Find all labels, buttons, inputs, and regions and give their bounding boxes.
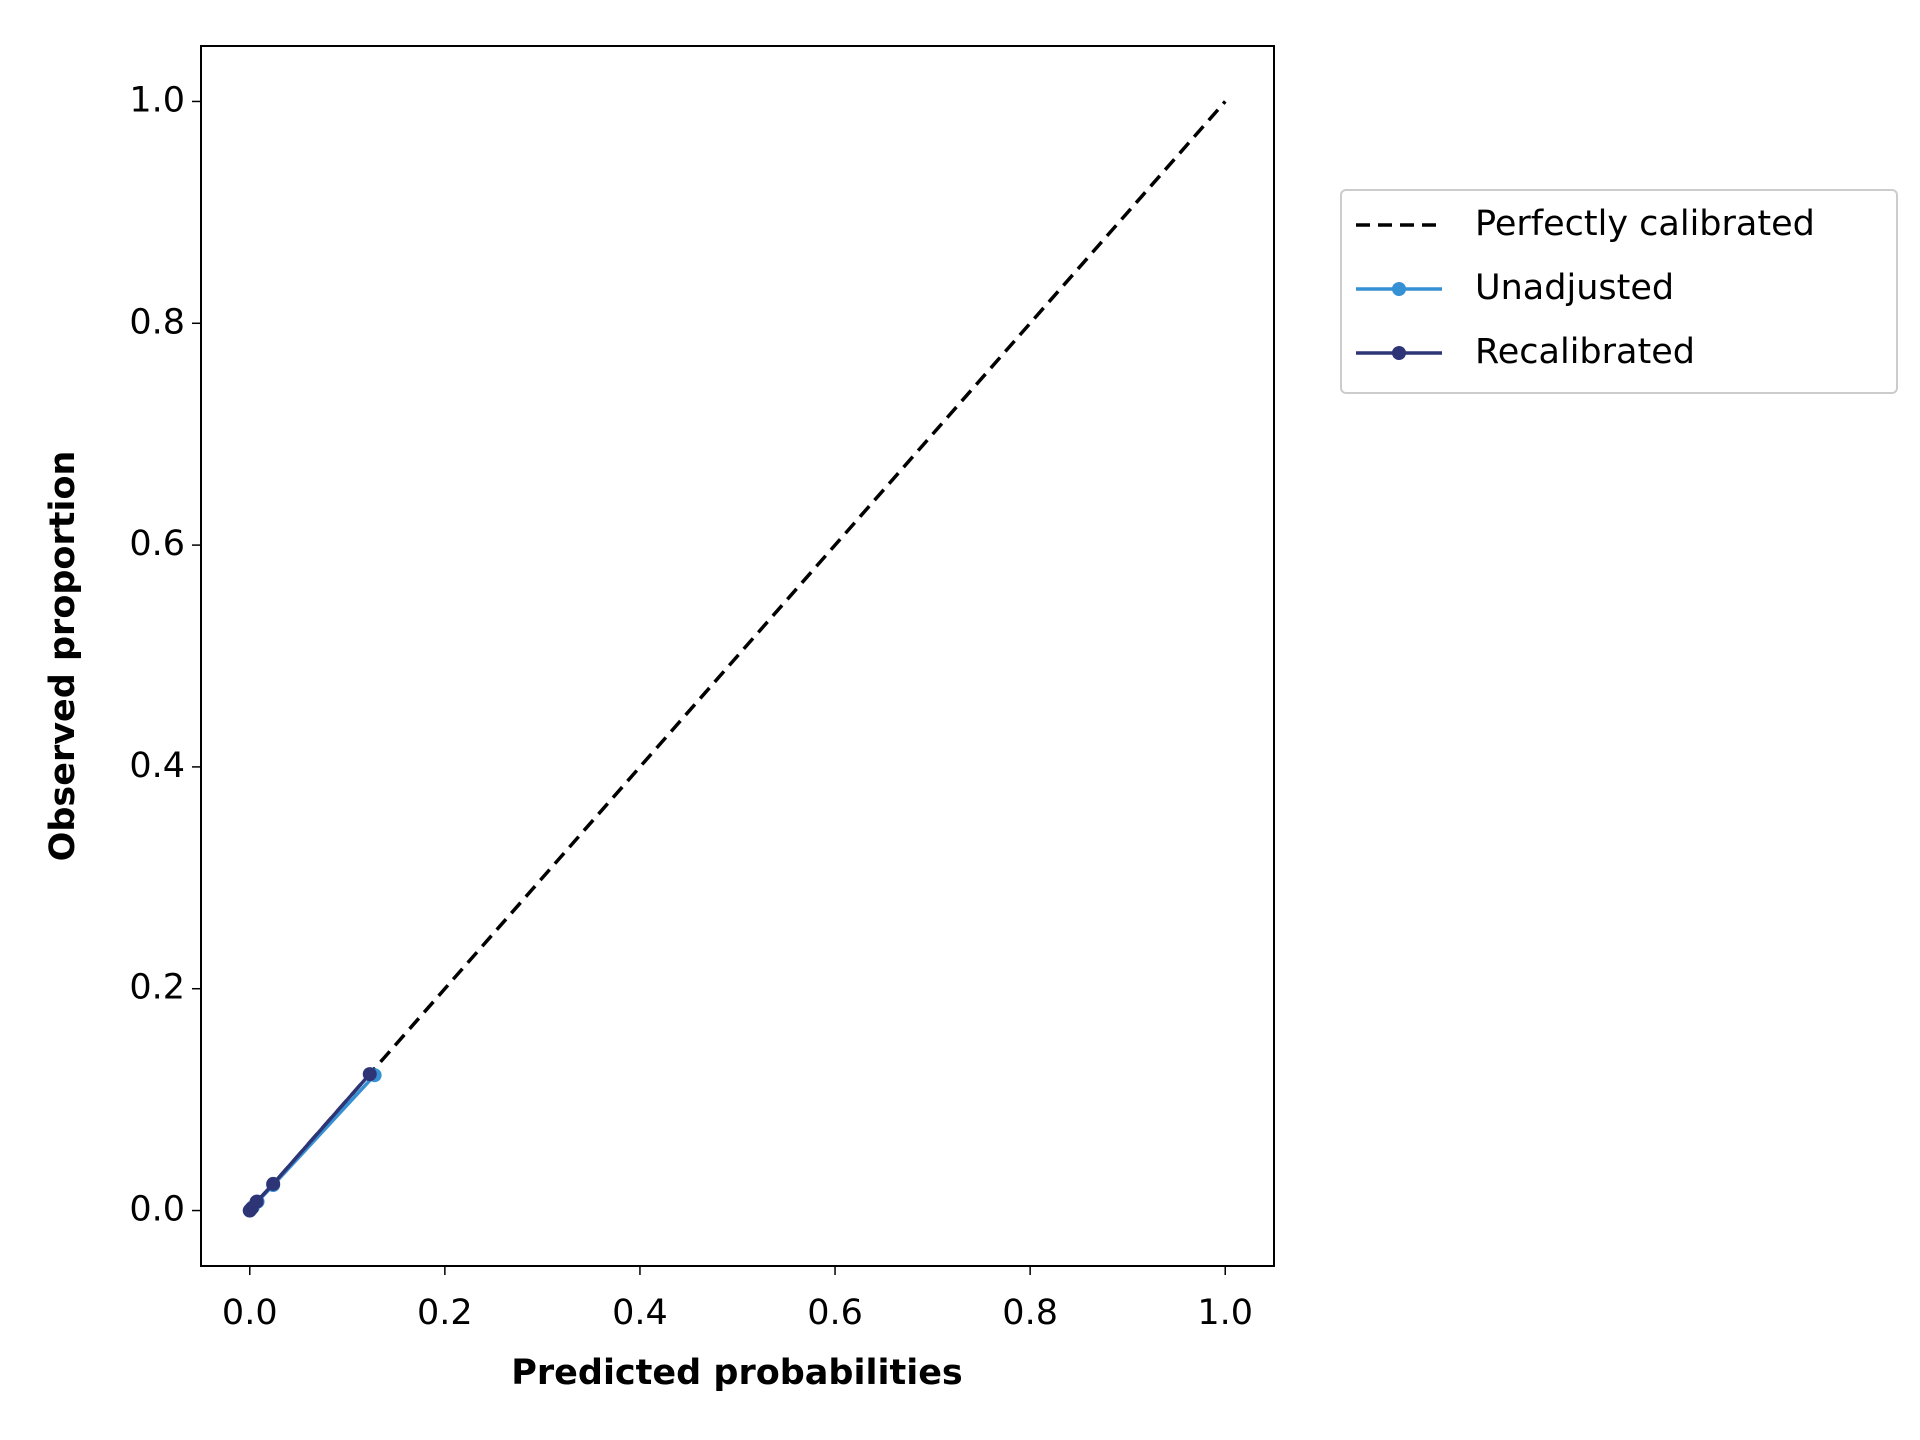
point (266, 1176, 281, 1191)
x-tick-label: 0.4 (612, 1293, 668, 1333)
y-tick-label: 0.4 (129, 746, 185, 786)
y-tick-label: 0.0 (129, 1190, 185, 1230)
plot-frame (200, 45, 1275, 1267)
y-tick-label: 1.0 (129, 80, 185, 120)
x-tick-label: 1.0 (1197, 1293, 1253, 1333)
x-tick-label: 0.0 (222, 1293, 278, 1333)
x-tick-label: 0.6 (807, 1293, 863, 1333)
legend-box (1340, 189, 1898, 394)
legend-marker (1392, 282, 1406, 296)
y-axis-label: Observed proportion (43, 451, 83, 862)
y-tick-label: 0.6 (129, 524, 185, 564)
point (362, 1067, 377, 1082)
series-line (248, 100, 1227, 1212)
y-tick-label: 0.2 (129, 968, 185, 1008)
point (249, 1194, 264, 1209)
y-tick-label: 0.8 (129, 302, 185, 342)
legend-label: Perfectly calibrated (1475, 204, 1815, 244)
x-tick-label: 0.8 (1002, 1293, 1058, 1333)
legend-label: Recalibrated (1475, 332, 1695, 372)
x-tick-label: 0.2 (417, 1293, 473, 1333)
legend-marker (1392, 346, 1406, 360)
series-line (248, 1072, 372, 1212)
x-axis-label: Predicted probabilities (511, 1353, 963, 1393)
legend-label: Unadjusted (1475, 268, 1674, 308)
